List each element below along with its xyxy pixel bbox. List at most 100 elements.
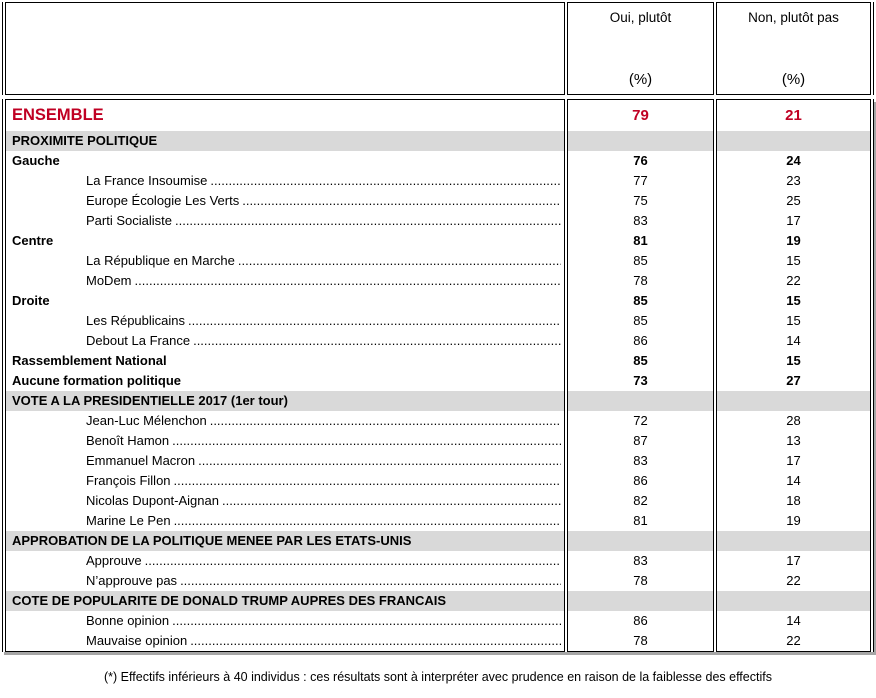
non-value: 15 — [786, 313, 801, 328]
section-header-label: VOTE A LA PRESIDENTIELLE 2017 (1er tour) — [6, 391, 564, 411]
dot-leader — [172, 431, 561, 451]
non-value: 23 — [786, 173, 801, 188]
oui-value — [568, 391, 713, 411]
row-label-text: Gauche — [12, 153, 60, 168]
oui-value: 82 — [633, 493, 648, 508]
row-label: Approuve — [6, 551, 564, 571]
row-label: Emmanuel Macron — [6, 451, 564, 471]
oui-value: 81 — [633, 233, 648, 248]
row-label: La République en Marche — [6, 251, 564, 271]
row-label-text: ENSEMBLE — [12, 106, 104, 124]
row-label-text: La France Insoumise — [86, 173, 208, 188]
row-label: Mauvaise opinion — [6, 631, 564, 651]
oui-value: 86 — [633, 333, 648, 348]
oui-value: 85 — [633, 293, 648, 308]
oui-value: 83 — [633, 453, 648, 468]
row-label-text: APPROBATION DE LA POLITIQUE MENEE PAR LE… — [12, 533, 412, 548]
oui-value: 81 — [633, 513, 648, 528]
row-label-text: Nicolas Dupont-Aignan — [86, 493, 219, 508]
header-oui-unit: (%) — [628, 71, 653, 88]
non-value: 14 — [786, 473, 801, 488]
row-label-text: N’approuve pas — [86, 573, 178, 588]
oui-value: 78 — [633, 633, 648, 648]
dot-leader — [222, 491, 561, 511]
row-label-text: PROXIMITE POLITIQUE — [12, 133, 158, 148]
dot-leader — [180, 571, 561, 591]
oui-value: 78 — [633, 273, 648, 288]
non-value — [717, 531, 870, 551]
ensemble-label: ENSEMBLE — [6, 100, 564, 131]
row-label: Droite — [6, 291, 564, 311]
header-non-label: Non, plutôt pas — [748, 10, 839, 25]
oui-value: 83 — [633, 553, 648, 568]
header-oui-label: Oui, plutôt — [609, 10, 672, 25]
non-value: 17 — [786, 553, 801, 568]
oui-value: 77 — [633, 173, 648, 188]
row-label-text: Rassemblement National — [12, 353, 167, 368]
dot-leader — [193, 331, 561, 351]
row-label-text: Jean-Luc Mélenchon — [86, 413, 207, 428]
footnote: (*) Effectifs inférieurs à 40 individus … — [104, 670, 772, 684]
header-oui-cell: Oui, plutôt (%) — [567, 2, 714, 95]
survey-results-page: Oui, plutôt (%) Non, plutôt pas (%) ENSE… — [0, 0, 876, 684]
row-label-text: Les Républicains — [86, 313, 186, 328]
non-column: 21 24 23 25 17 19 15 22 15 15 14 15 27 28 13 17 14 18 19 17… — [716, 99, 871, 652]
non-value: 18 — [786, 493, 801, 508]
non-value: 13 — [786, 433, 801, 448]
row-label-text: François Fillon — [86, 473, 171, 488]
dot-leader — [210, 171, 561, 191]
row-label: Parti Socialiste — [6, 211, 564, 231]
section-header-label: COTE DE POPULARITE DE DONALD TRUMP AUPRE… — [6, 591, 564, 611]
row-label-text: VOTE A LA PRESIDENTIELLE 2017 (1er tour) — [12, 393, 288, 408]
row-label-text: Benoît Hamon — [86, 433, 170, 448]
oui-value: 75 — [633, 193, 648, 208]
row-label-text: La République en Marche — [86, 253, 235, 268]
dot-leader — [174, 511, 561, 531]
non-value: 19 — [786, 513, 801, 528]
non-value: 17 — [786, 213, 801, 228]
row-label-text: Debout La France — [86, 333, 191, 348]
non-value: 15 — [786, 293, 801, 308]
non-value: 15 — [786, 253, 801, 268]
row-label: MoDem — [6, 271, 564, 291]
section-header-label: PROXIMITE POLITIQUE — [6, 131, 564, 151]
non-value: 19 — [786, 233, 801, 248]
oui-value: 73 — [633, 373, 648, 388]
header-non-cell: Non, plutôt pas (%) — [716, 2, 871, 95]
non-value: 14 — [786, 613, 801, 628]
non-value — [717, 391, 870, 411]
oui-value: 86 — [633, 613, 648, 628]
row-label-text: Droite — [12, 293, 50, 308]
row-label: Bonne opinion — [6, 611, 564, 631]
row-label: François Fillon — [6, 471, 564, 491]
dot-leader — [190, 631, 561, 651]
table-body: ENSEMBLE PROXIMITE POLITIQUE Gauche La Fran… — [2, 99, 874, 652]
non-value: 22 — [786, 633, 801, 648]
row-label-text: Centre — [12, 233, 54, 248]
row-label: Europe Écologie Les Verts — [6, 191, 564, 211]
row-label: Gauche — [6, 151, 564, 171]
non-value — [717, 131, 870, 151]
non-value: 22 — [786, 273, 801, 288]
row-label-text: Aucune formation politique — [12, 373, 181, 388]
row-label-text: Mauvaise opinion — [86, 633, 188, 648]
row-label: Nicolas Dupont-Aignan — [6, 491, 564, 511]
row-label-text: Bonne opinion — [86, 613, 170, 628]
oui-value: 83 — [633, 213, 648, 228]
non-value: 28 — [786, 413, 801, 428]
dot-leader — [238, 251, 561, 271]
dot-leader — [172, 611, 561, 631]
row-label-text: MoDem — [86, 273, 132, 288]
non-value: 15 — [786, 353, 801, 368]
row-label: Debout La France — [6, 331, 564, 351]
non-value: 24 — [786, 153, 801, 168]
row-label: La France Insoumise — [6, 171, 564, 191]
dot-leader — [188, 311, 561, 331]
row-label-text: Emmanuel Macron — [86, 453, 196, 468]
row-label: Marine Le Pen — [6, 511, 564, 531]
oui-value: 85 — [633, 313, 648, 328]
oui-value — [568, 131, 713, 151]
non-value: 25 — [786, 193, 801, 208]
header-empty-cell — [5, 2, 565, 95]
oui-value: 85 — [633, 353, 648, 368]
